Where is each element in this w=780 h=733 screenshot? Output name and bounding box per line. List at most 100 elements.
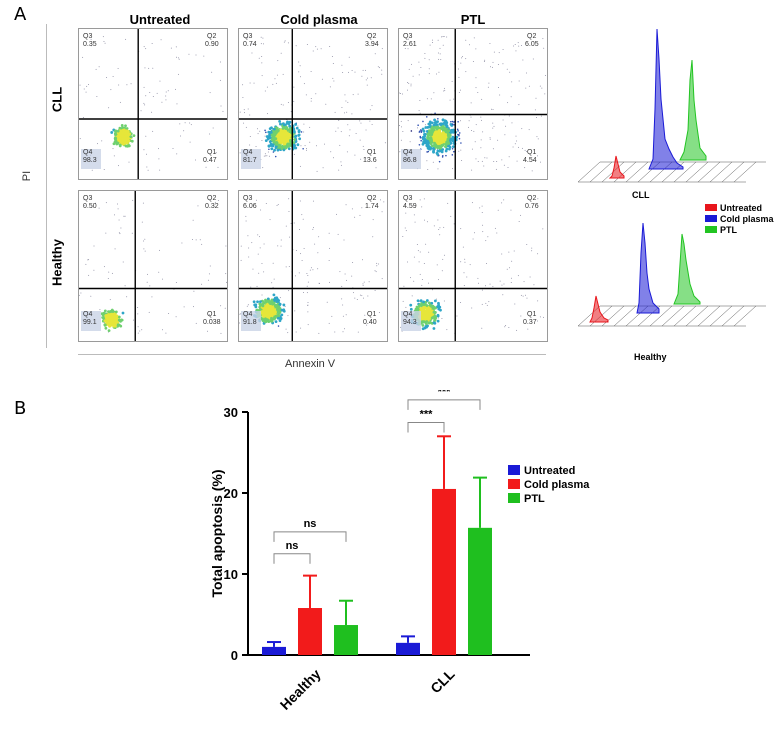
scatter-density — [239, 29, 387, 179]
q2-label: Q2 — [367, 33, 377, 40]
pi-axis-label: PI — [21, 170, 34, 182]
significance-bracket — [407, 399, 481, 410]
significance-label: *** — [438, 390, 452, 398]
row-title-cll: CLL — [49, 86, 65, 113]
q1-label: Q1 — [527, 149, 537, 156]
flow-plot-healthy-cold-plasma: Q3 6.06 Q2 1.74 Q4 91.8 Q1 0.40 — [238, 190, 388, 342]
flow-plot-healthy-ptl: Q3 4.59 Q2 0.76 Q4 94.3 Q1 0.37 — [398, 190, 548, 342]
q1-value: 13.6 — [363, 157, 377, 164]
flow-plot-healthy-untreated: Q3 0.50 Q2 0.32 Q4 99.1 Q1 0.038 — [78, 190, 228, 342]
histogram-healthy — [577, 222, 766, 327]
x-category-label: Healthy — [277, 666, 324, 713]
bar-cll-cold-plasma — [432, 488, 456, 655]
scatter-density — [79, 191, 227, 341]
q3-value: 0.50 — [83, 203, 97, 210]
x-category-label: CLL — [427, 665, 458, 696]
q3-label: Q3 — [83, 33, 93, 40]
significance-label: ns — [286, 540, 299, 552]
q1-label: Q1 — [367, 149, 377, 156]
legend-swatch — [508, 465, 520, 475]
legend-label: Untreated — [720, 202, 763, 213]
apoptosis-bar-chart: 0 10 20 30 Total apoptosis (%) Healthy CLL nsns… — [209, 390, 590, 713]
q2-value: 6.05 — [525, 41, 539, 48]
q2-value: 0.90 — [205, 41, 219, 48]
q4-value: 86.8 — [403, 157, 417, 164]
q3-value: 4.59 — [403, 203, 417, 210]
flow-plot-cll-cold-plasma: Q3 0.74 Q2 3.94 Q4 81.7 Q1 13.6 — [238, 28, 388, 180]
q1-value: 0.37 — [523, 319, 537, 326]
q2-value: 3.94 — [365, 41, 379, 48]
q3-value: 6.06 — [243, 203, 257, 210]
histogram-peak — [648, 28, 684, 170]
pi-axis-line — [46, 24, 47, 348]
legend-item: Untreated — [705, 202, 774, 213]
significance-bracket — [407, 422, 445, 433]
q1-value: 0.038 — [203, 319, 221, 326]
q4-label: Q4 — [403, 149, 413, 156]
legend-swatch — [508, 493, 520, 503]
legend-swatch-green — [705, 226, 717, 233]
scatter-density — [399, 191, 547, 341]
q3-label: Q3 — [243, 33, 253, 40]
column-title-untreated: Untreated — [129, 12, 191, 27]
y-tick-label: 10 — [224, 567, 238, 582]
q4-value: 94.3 — [403, 319, 417, 326]
significance-bracket — [273, 553, 311, 564]
q3-value: 2.61 — [403, 41, 417, 48]
legend-swatch-blue — [705, 215, 717, 222]
bar-cll-ptl — [468, 527, 492, 655]
q3-label: Q3 — [403, 195, 413, 202]
q1-label: Q1 — [367, 311, 377, 318]
histogram-peak — [589, 295, 609, 323]
q4-label: Q4 — [83, 311, 93, 318]
legend-label: Untreated — [524, 465, 575, 477]
q2-label: Q2 — [207, 195, 217, 202]
histogram-peak — [608, 155, 625, 179]
q2-label: Q2 — [207, 33, 217, 40]
q2-label: Q2 — [527, 33, 537, 40]
histogram-healthy-label: Healthy — [634, 352, 667, 362]
histogram-cll — [577, 28, 766, 183]
flow-plot-cll-ptl: Q3 2.61 Q2 6.05 Q4 86.8 Q1 4.54 — [398, 28, 548, 180]
column-title-ptl: PTL — [460, 12, 486, 27]
q4-label: Q4 — [243, 149, 253, 156]
annexin-axis-label: Annexin V — [285, 358, 336, 370]
q3-label: Q3 — [83, 195, 93, 202]
q4-label: Q4 — [243, 311, 253, 318]
scatter-density — [399, 29, 547, 179]
annexin-axis-line — [78, 354, 546, 355]
q1-value: 0.47 — [203, 157, 217, 164]
significance-label: *** — [420, 409, 434, 421]
legend-item: PTL — [705, 224, 774, 235]
histogram-cll-label: CLL — [632, 190, 650, 200]
q4-label: Q4 — [83, 149, 93, 156]
bar-healthy-untreated — [262, 646, 286, 655]
scatter-density — [239, 191, 387, 341]
y-tick-label: 0 — [231, 648, 238, 663]
y-axis-label: Total apoptosis (%) — [209, 469, 225, 597]
q4-value: 99.1 — [83, 319, 97, 326]
q1-label: Q1 — [527, 311, 537, 318]
q4-value: 98.3 — [83, 157, 97, 164]
q2-value: 0.32 — [205, 203, 219, 210]
q2-value: 0.76 — [525, 203, 539, 210]
bar-healthy-ptl — [334, 625, 358, 655]
q2-label: Q2 — [367, 195, 377, 202]
q1-label: Q1 — [207, 149, 217, 156]
q3-value: 0.35 — [83, 41, 97, 48]
q1-value: 4.54 — [523, 157, 537, 164]
q2-value: 1.74 — [365, 203, 379, 210]
histogram-legend: Untreated Cold plasma PTL — [705, 202, 774, 235]
y-tick-label: 20 — [224, 486, 238, 501]
legend-label: PTL — [524, 493, 545, 505]
q3-label: Q3 — [403, 33, 413, 40]
q4-label: Q4 — [403, 311, 413, 318]
q3-value: 0.74 — [243, 41, 257, 48]
legend-label: PTL — [720, 224, 737, 235]
q2-label: Q2 — [527, 195, 537, 202]
significance-label: ns — [304, 518, 317, 530]
histogram-peak — [636, 222, 660, 314]
bar-cll-untreated — [396, 642, 420, 655]
q4-value: 91.8 — [243, 319, 257, 326]
q1-label: Q1 — [207, 311, 217, 318]
